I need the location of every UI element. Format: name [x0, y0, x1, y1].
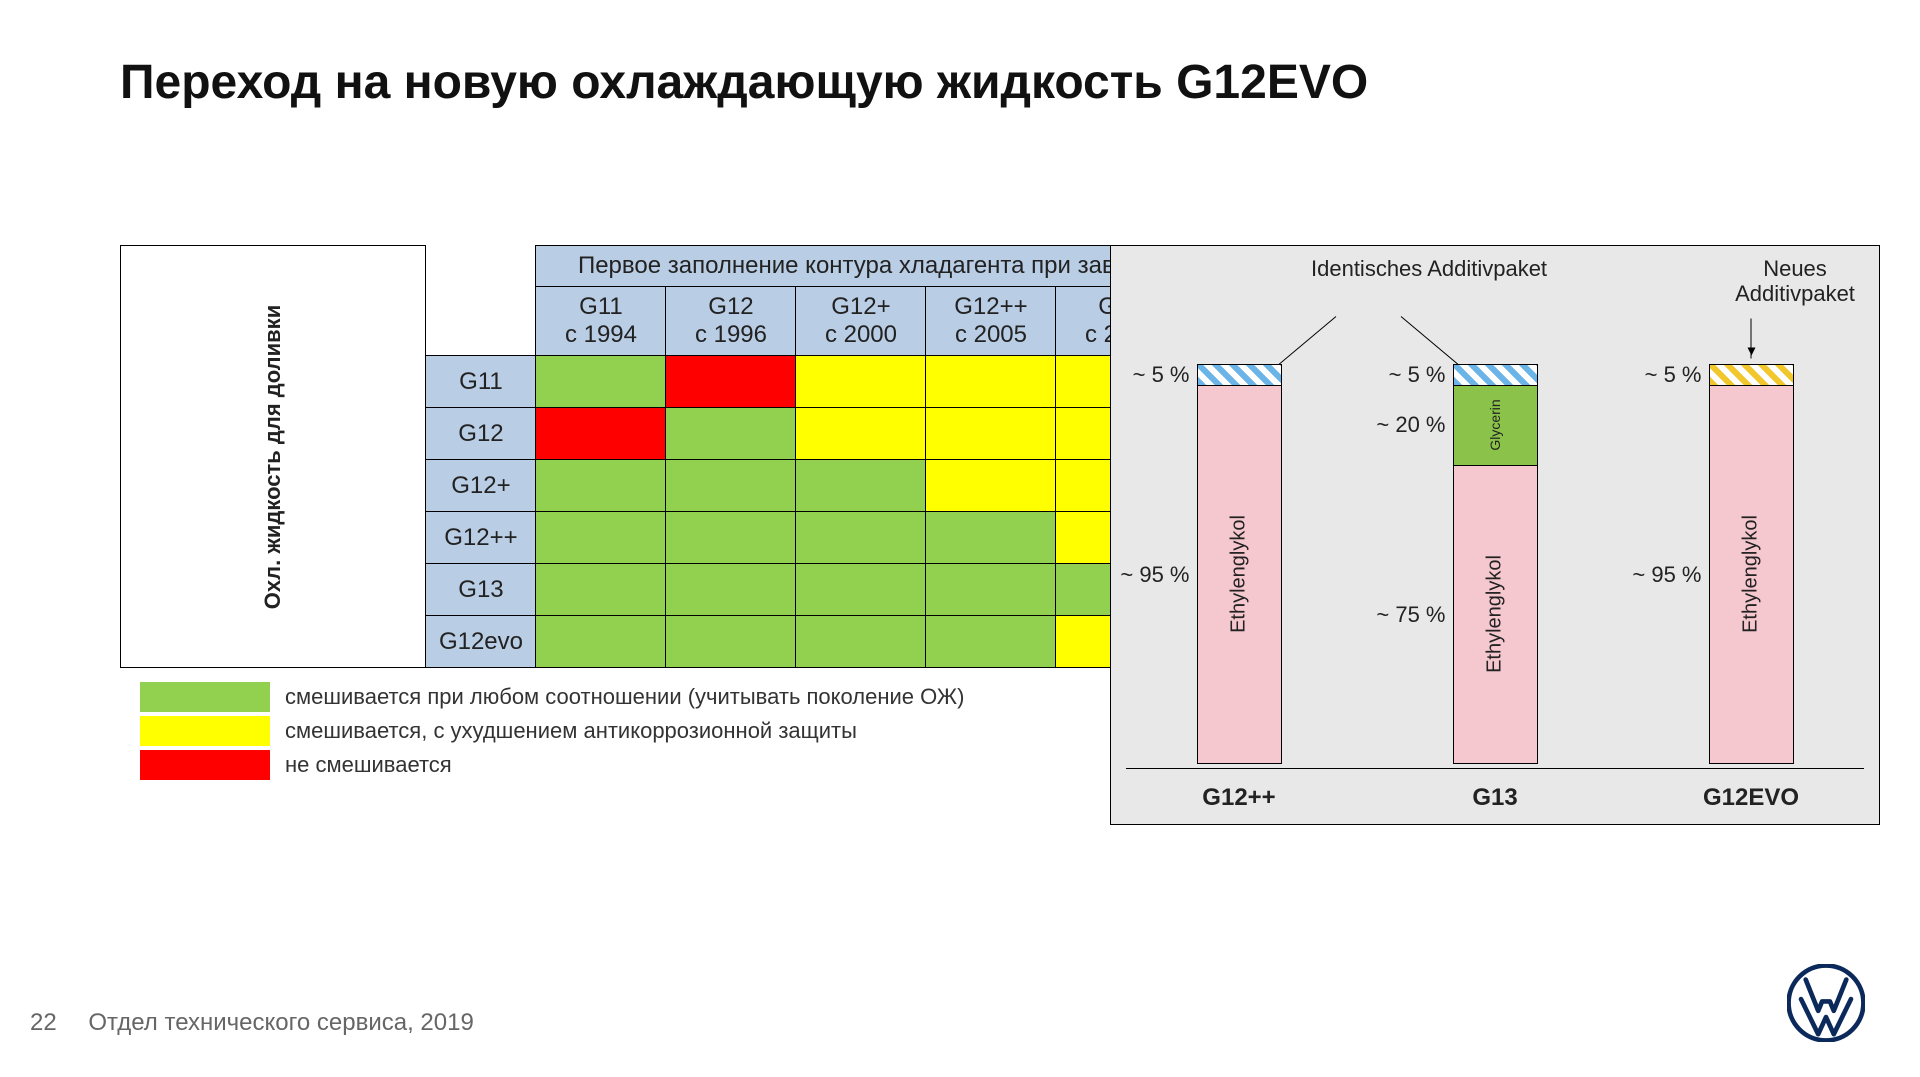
composition-chart: Identisches Additivpaket Neues Additivpa…: [1110, 245, 1880, 825]
legend-item: смешивается при любом соотношении (учиты…: [140, 680, 964, 714]
side-header: Охл. жидкость для доливки: [121, 246, 426, 668]
column-header: G12++с 2005: [926, 287, 1056, 356]
legend-item: смешивается, с ухудшением антикоррозионн…: [140, 714, 964, 748]
bar-segment: Ethylenglykol: [1454, 465, 1537, 764]
column-header: G12с 1996: [666, 287, 796, 356]
compat-cell: [536, 408, 666, 460]
compat-cell: [926, 616, 1056, 668]
compat-cell: [796, 616, 926, 668]
bar-column: GlycerinEthylenglykol~ 5 %~ 20 %~ 75 %: [1453, 364, 1538, 764]
footer-text: Отдел технического сервиса, 2019: [88, 1009, 473, 1036]
row-header: G12+: [426, 460, 536, 512]
x-axis: [1126, 768, 1864, 769]
pct-label: ~ 95 %: [1632, 562, 1701, 588]
compat-cell: [666, 356, 796, 408]
bar-segment: Glycerin: [1454, 385, 1537, 465]
legend-text: смешивается при любом соотношении (учиты…: [285, 684, 964, 710]
column-header: G11с 1994: [536, 287, 666, 356]
vw-logo-icon: [1787, 964, 1865, 1042]
compat-cell: [536, 564, 666, 616]
segment-label: Ethylenglykol: [1740, 516, 1763, 634]
x-tick-label: G13: [1395, 784, 1595, 812]
compat-cell: [666, 460, 796, 512]
compat-cell: [926, 512, 1056, 564]
page-title: Переход на новую охлаждающую жидкость G1…: [120, 55, 1368, 110]
bar: Glycerin Ethylenglykol: [1453, 364, 1538, 764]
compat-cell: [926, 460, 1056, 512]
compat-cell: [666, 512, 796, 564]
pct-label: ~ 5 %: [1133, 362, 1190, 388]
compat-cell: [536, 356, 666, 408]
bar-segment: Ethylenglykol: [1198, 385, 1281, 763]
column-header: G12+с 2000: [796, 287, 926, 356]
compat-cell: [536, 460, 666, 512]
bar-column: Ethylenglykol~ 5 %~ 95 %: [1709, 364, 1794, 764]
compat-cell: [926, 408, 1056, 460]
pct-label: ~ 75 %: [1376, 602, 1445, 628]
row-header: G13: [426, 564, 536, 616]
compat-cell: [796, 460, 926, 512]
row-header: G12evo: [426, 616, 536, 668]
legend-text: не смешивается: [285, 752, 452, 778]
footer: 22 Отдел технического сервиса, 2019: [30, 1009, 474, 1037]
segment-label: Glycerin: [1487, 400, 1503, 451]
x-tick-label: G12EVO: [1651, 784, 1851, 812]
legend-item: не смешивается: [140, 748, 964, 782]
pct-label: ~ 5 %: [1389, 362, 1446, 388]
compat-cell: [796, 408, 926, 460]
row-header: G11: [426, 356, 536, 408]
compat-cell: [536, 512, 666, 564]
legend: смешивается при любом соотношении (учиты…: [140, 680, 964, 782]
legend-swatch: [140, 682, 270, 712]
segment-label: Ethylenglykol: [1484, 555, 1507, 673]
row-header: G12++: [426, 512, 536, 564]
compat-cell: [666, 564, 796, 616]
bar-segment: [1454, 365, 1537, 385]
bar-segment: [1710, 365, 1793, 385]
bar: Ethylenglykol: [1197, 364, 1282, 764]
bar-segment: [1198, 365, 1281, 385]
row-header: G12: [426, 408, 536, 460]
compat-cell: [796, 512, 926, 564]
bar-segment: Ethylenglykol: [1710, 385, 1793, 763]
pct-label: ~ 20 %: [1376, 412, 1445, 438]
legend-swatch: [140, 750, 270, 780]
compat-cell: [796, 564, 926, 616]
compat-cell: [796, 356, 926, 408]
bar-column: Ethylenglykol~ 5 %~ 95 %: [1197, 364, 1282, 764]
segment-label: Ethylenglykol: [1228, 516, 1251, 634]
legend-text: смешивается, с ухудшением антикоррозионн…: [285, 718, 857, 744]
compat-cell: [666, 616, 796, 668]
x-tick-label: G12++: [1139, 784, 1339, 812]
compat-cell: [926, 564, 1056, 616]
legend-swatch: [140, 716, 270, 746]
page-number: 22: [30, 1009, 57, 1036]
x-axis-labels: G12++ G13 G12EVO: [1111, 784, 1879, 812]
pct-label: ~ 95 %: [1120, 562, 1189, 588]
compat-cell: [666, 408, 796, 460]
compat-cell: [536, 616, 666, 668]
bar: Ethylenglykol: [1709, 364, 1794, 764]
compat-cell: [926, 356, 1056, 408]
pct-label: ~ 5 %: [1645, 362, 1702, 388]
